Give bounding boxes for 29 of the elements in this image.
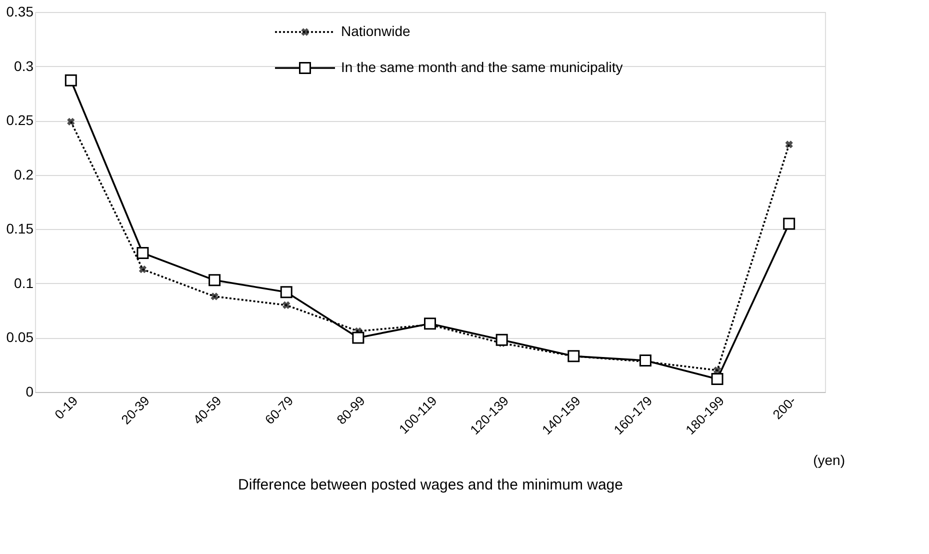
y-tick-label: 0.2 [14,166,34,182]
x-tick-label: 0-19 [52,393,81,422]
point [783,218,796,230]
point [280,286,292,298]
point [424,318,436,330]
point [208,274,221,286]
legend-label: In the same month and the same municipality [341,59,623,75]
point [352,332,364,344]
y-tick-label: 0.05 [6,329,34,346]
point [785,140,793,148]
point [67,118,75,126]
y-tick-label: 0 [26,384,34,400]
point [282,301,290,309]
text: (yen) [813,452,845,468]
y-tick-label: 0.1 [14,274,34,291]
x-axis-title: Difference between posted wages and the minimum wage [238,476,623,494]
y-tick-label: 0.25 [6,112,34,128]
legend-label: Nationwide [341,23,410,39]
y-tick-label: 0.3 [14,58,34,74]
point [210,292,218,300]
point [64,74,77,86]
point [138,265,147,274]
point [639,354,652,367]
point [711,372,724,385]
y-tick-label: 0.15 [6,220,34,237]
x-tick-label: 200- [770,393,799,422]
point [496,334,508,346]
y-tick-label: 0.35 [6,4,34,20]
point [136,247,149,260]
